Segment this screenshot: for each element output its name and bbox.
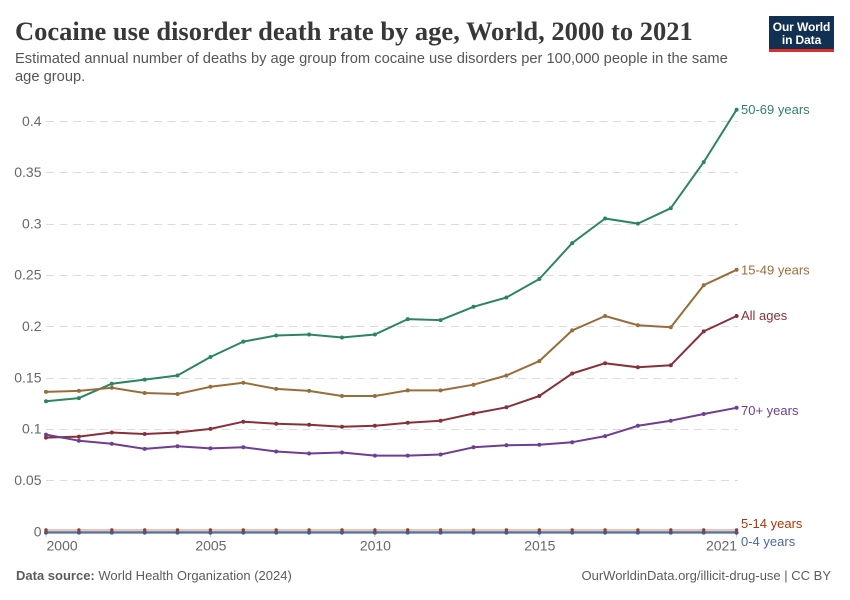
svg-text:2015: 2015 bbox=[524, 537, 555, 553]
svg-text:15-49 years: 15-49 years bbox=[741, 262, 810, 277]
svg-text:0.2: 0.2 bbox=[22, 318, 42, 334]
svg-text:70+ years: 70+ years bbox=[741, 403, 799, 418]
svg-text:50-69 years: 50-69 years bbox=[741, 102, 810, 117]
svg-text:5-14 years: 5-14 years bbox=[741, 516, 803, 531]
svg-text:0-4 years: 0-4 years bbox=[741, 534, 796, 549]
svg-text:0.4: 0.4 bbox=[22, 113, 42, 129]
svg-text:0.35: 0.35 bbox=[14, 164, 41, 180]
svg-text:0.05: 0.05 bbox=[14, 472, 41, 488]
svg-text:2000: 2000 bbox=[47, 537, 78, 553]
svg-text:0.3: 0.3 bbox=[22, 215, 42, 231]
svg-text:0.1: 0.1 bbox=[22, 421, 42, 437]
svg-text:0.25: 0.25 bbox=[14, 267, 41, 283]
svg-text:2005: 2005 bbox=[195, 537, 226, 553]
svg-text:0: 0 bbox=[34, 523, 42, 539]
svg-text:0.15: 0.15 bbox=[14, 369, 41, 385]
svg-text:2021: 2021 bbox=[706, 537, 737, 553]
svg-text:2010: 2010 bbox=[360, 537, 391, 553]
svg-text:All ages: All ages bbox=[741, 308, 788, 323]
